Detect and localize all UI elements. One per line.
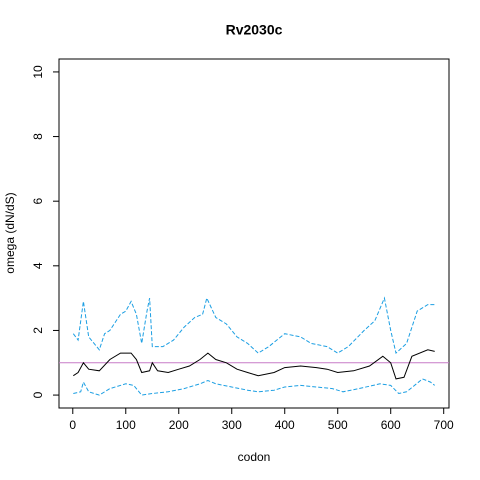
y-tick-label: 8 xyxy=(31,133,45,140)
x-tick-label: 400 xyxy=(275,418,295,432)
x-tick-label: 500 xyxy=(328,418,348,432)
plot-frame xyxy=(58,58,450,409)
y-tick-label: 0 xyxy=(31,391,45,398)
y-tick-label: 10 xyxy=(31,65,45,79)
y-tick-label: 4 xyxy=(31,262,45,269)
chart-title: Rv2030c xyxy=(226,22,283,38)
x-tick-label: 100 xyxy=(116,418,136,432)
series-line xyxy=(72,296,435,355)
x-tick-label: 600 xyxy=(381,418,401,432)
x-tick-label: 0 xyxy=(69,418,76,432)
y-tick-label: 6 xyxy=(31,198,45,205)
x-tick-label: 200 xyxy=(169,418,189,432)
y-tick-label: 2 xyxy=(31,327,45,334)
series-line xyxy=(73,349,435,380)
x-tick-label: 700 xyxy=(434,418,454,432)
x-tick-label: 300 xyxy=(222,418,242,432)
y-axis-label: omega (dN/dS) xyxy=(3,192,17,273)
x-axis-label: codon xyxy=(238,450,271,464)
series-line xyxy=(73,378,436,396)
